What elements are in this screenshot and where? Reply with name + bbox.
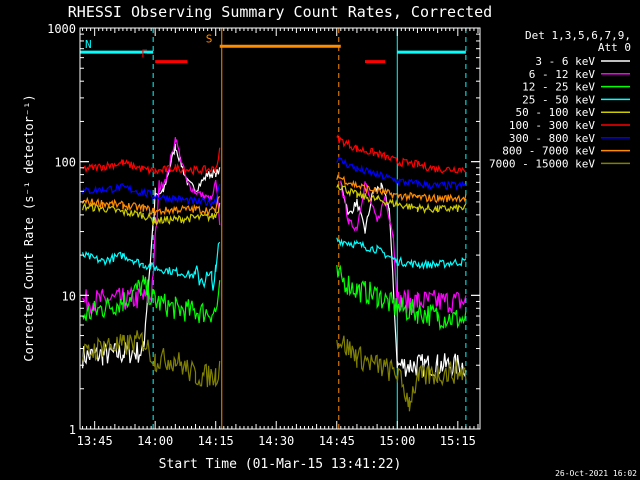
annotation-label-s: S [206,32,213,45]
legend-entry-label-1: 6 - 12 keV [529,68,596,81]
series-7-segment-1 [336,174,467,204]
x-tick-label: 15:00 [379,434,415,448]
chart-title: RHESSI Observing Summary Count Rates, Co… [68,3,492,21]
x-axis: 13:45 14:00 14:15 14:30 14:45 15:00 15:15 [77,28,479,448]
series-6-segment-1 [336,156,467,191]
series-8-segment-1 [336,335,467,412]
x-axis-label: Start Time (01-Mar-15 13:41:22) [159,457,402,472]
annotation-label-f: F [141,48,148,61]
annotation-label-n: N [85,38,92,51]
series-4 [82,183,467,226]
y-tick-label: 1 [69,423,76,437]
legend-entry-label-0: 3 - 6 keV [535,55,595,68]
y-axis: 1 10 100 1000 [47,22,480,437]
footer-timestamp: 26-Oct-2021 16:02 [555,469,637,478]
series-2-segment-0 [82,275,221,323]
legend-entry-label-8: 7000 - 15000 keV [489,157,595,170]
legend-title-line-0: Det 1,3,5,6,7,9, [525,29,631,42]
series-6 [82,156,467,208]
legend-entry-label-6: 300 - 800 keV [509,132,595,145]
series-8 [82,330,467,412]
series-2-segment-1 [336,264,467,331]
series-8-segment-0 [82,330,221,388]
series-6-segment-0 [82,183,221,208]
legend-title-line-1: Att 0 [598,41,631,54]
series-5-segment-0 [82,147,221,176]
series-3-segment-1 [336,237,467,271]
legend-entry-label-7: 800 - 7000 keV [502,145,595,158]
x-tick-label: 14:30 [258,434,294,448]
series-4-segment-1 [336,183,467,214]
series-7 [82,174,467,216]
series-5 [82,134,467,176]
legend-entry-label-4: 50 - 100 keV [516,106,596,119]
y-axis-label: Corrected Count Rate (s⁻¹ detector⁻¹) [22,94,36,361]
series-3 [82,237,467,291]
series-0-segment-1 [340,181,467,379]
series-2 [82,264,467,331]
x-tick-label: 15:15 [440,434,476,448]
legend-entry-label-2: 12 - 25 keV [522,81,595,94]
series-3-segment-0 [82,241,221,291]
series-7-segment-0 [82,196,221,216]
x-tick-label: 13:45 [77,434,113,448]
x-tick-label: 14:45 [319,434,355,448]
legend-entry-label-3: 25 - 50 keV [522,93,595,106]
x-tick-label: 14:00 [137,434,173,448]
y-tick-label: 10 [62,289,76,303]
legend-entry-label-5: 100 - 300 keV [509,119,595,132]
x-tick-label: 14:15 [198,434,234,448]
series-5-segment-1 [336,134,467,174]
plot-area: N F S [79,28,467,429]
y-tick-label: 100 [54,156,76,170]
series-1-segment-1 [340,180,467,314]
series-4-segment-0 [82,201,221,226]
y-tick-label: 1000 [47,22,76,36]
